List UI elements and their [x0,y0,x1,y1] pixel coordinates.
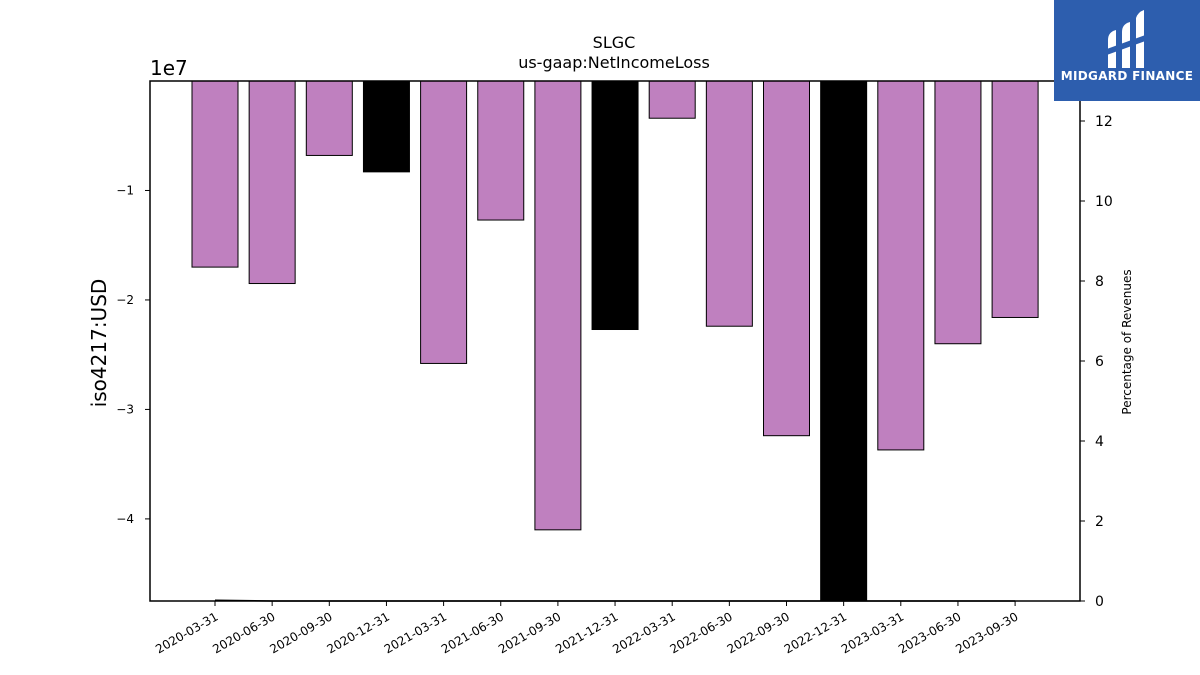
y2-tick-label: 8 [1095,274,1104,290]
bar [420,80,468,364]
y-tick-label: −3 [116,402,134,416]
y2-tick-label: 6 [1095,354,1104,370]
x-tick-label: 2022-12-31 [782,609,849,656]
x-tick-label: 2021-12-31 [553,609,620,656]
bar [934,80,982,345]
x-tick-label: 2020-12-31 [325,609,392,656]
y2-tick-label: 4 [1095,434,1104,450]
x-tick-label: 2020-06-30 [210,609,277,656]
bar [820,80,868,602]
bar [477,80,525,221]
x-tick-label: 2023-06-30 [896,609,963,656]
bar [991,80,1039,318]
brand-logo: MIDGARD FINANCE [1054,0,1200,101]
x-tick-label: 2022-03-31 [610,609,677,656]
bar [191,80,239,268]
x-tick-label: 2023-09-30 [953,609,1020,656]
bar [705,80,753,327]
y-tick-label: −4 [116,512,134,526]
logo-text: MIDGARD FINANCE [1060,69,1194,83]
y2-tick-label: 2 [1095,514,1104,530]
bar [534,80,582,531]
x-tick-label: 2021-09-30 [496,609,563,656]
chart-title: SLGC [593,33,636,52]
y-offset-label: 1e7 [150,56,188,80]
x-tick-label: 2022-06-30 [667,609,734,656]
x-tick-label: 2020-03-31 [153,609,220,656]
bar [763,80,810,437]
y2-tick-label: 0 [1095,594,1104,610]
bar [877,80,925,451]
y2-tick-label: 10 [1095,194,1113,210]
x-tick-label: 2020-09-30 [267,609,334,656]
y2-tick-label: 12 [1095,114,1113,130]
y-tick-label: −1 [116,183,134,197]
y-axis-label: iso4217:USD [87,279,111,408]
x-tick-label: 2023-03-31 [839,609,906,656]
x-tick-label: 2021-03-31 [382,609,449,656]
bar [648,80,696,119]
bar [305,80,353,156]
x-tick-label: 2021-06-30 [439,609,506,656]
bar [248,80,296,285]
y2-axis-label: Percentage of Revenues [1120,269,1134,414]
bar [362,80,410,173]
bar [591,80,639,331]
chart-subtitle: us-gaap:NetIncomeLoss [518,53,710,72]
x-tick-label: 2022-09-30 [725,609,792,656]
plot-area: −1−2−3−40246810122020-03-312020-06-30202… [116,80,1113,656]
midgard-logo-icon [1104,10,1148,68]
y-tick-label: −2 [116,293,134,307]
